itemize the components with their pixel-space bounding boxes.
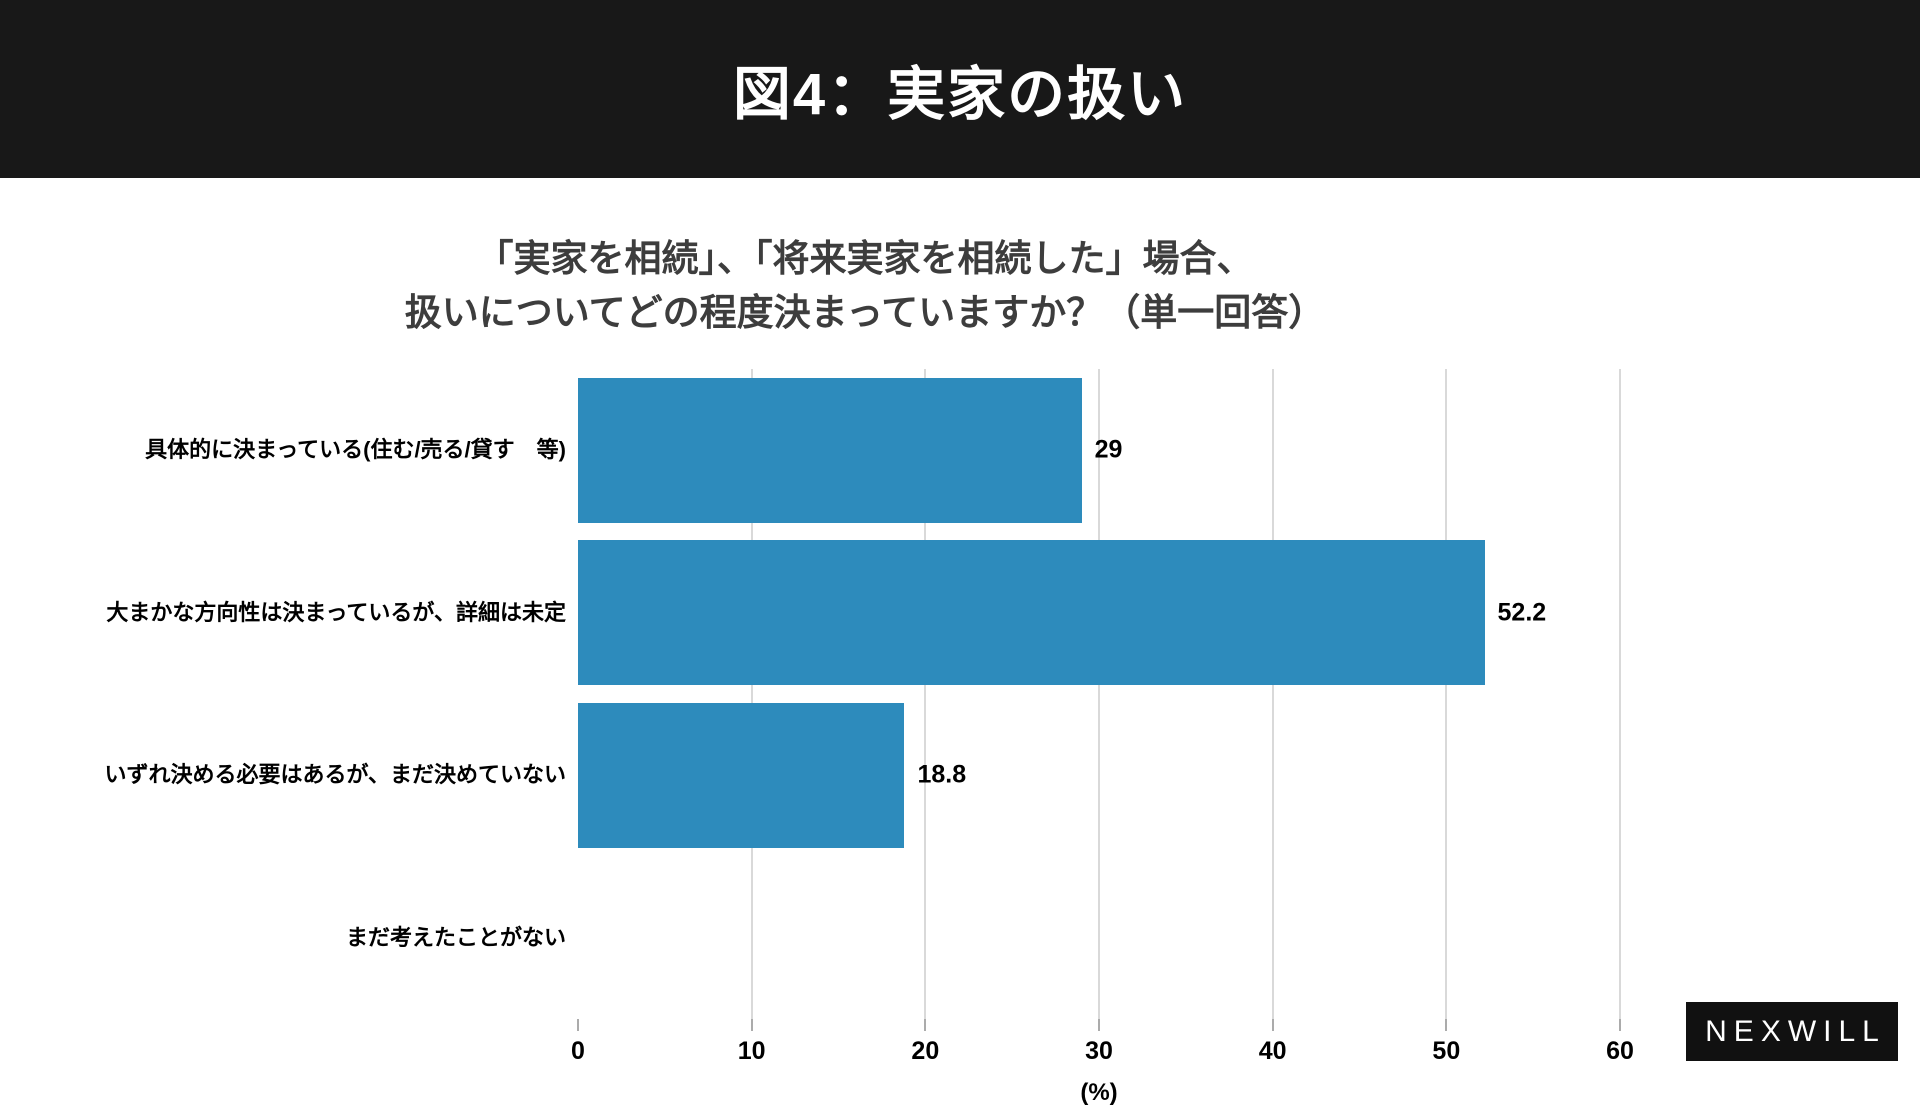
chart-question-line-2: 扱いについてどの程度決まっていますか？（単一回答） [404,292,1326,333]
nexwill-logo: NEXWILL [1686,1002,1898,1061]
gridline-10 [750,369,753,1019]
tick-label-20: 20 [911,1037,940,1065]
tick-label-40: 40 [1258,1037,1287,1065]
category-label: 大まかな方向性は決まっているが、詳細は未定 [106,599,566,625]
gridline-60 [1619,369,1621,1019]
tick-mark-20 [924,1019,927,1031]
category-label: まだ考えたことがない [345,924,566,950]
value-label: 18.8 [917,760,967,789]
figure-title: 図4：実家の扱い [732,62,1188,127]
tick-mark-10 [750,1019,753,1031]
chart-question: 「実家を相続」、「将来実家を相続した」場合、 扱いについてどの程度決まっています… [0,232,1730,340]
gridline-50 [1445,369,1448,1019]
category-label: いずれ決める必要はあるが、まだ決めていない [104,762,566,788]
value-label: 52.2 [1497,598,1547,627]
tick-label-0: 0 [571,1037,585,1065]
gridline-40 [1271,369,1274,1019]
tick-mark-0 [577,1019,579,1031]
chart-question-line-1: 「実家を相続」、「将来実家を相続した」場合、 [476,238,1254,279]
bar [578,540,1485,686]
header-bar: 図4：実家の扱い [0,0,1920,178]
category-label: 具体的に決まっている(住む/売る/貸す 等) [145,437,566,463]
bar-chart: 0 10 20 30 40 50 60 具体的に決まっている(住む/売る/貸す 等) 29 大まか… [104,369,1634,1106]
tick-label-10: 10 [737,1037,766,1065]
gridline-20 [924,369,927,1019]
tick-mark-30 [1098,1019,1100,1031]
tick-mark-60 [1619,1019,1621,1031]
tick-label-60: 60 [1606,1037,1634,1065]
tick-mark-50 [1445,1019,1448,1031]
tick-label-30: 30 [1085,1037,1113,1065]
bar [578,377,1082,523]
bar [578,702,905,848]
value-label: 29 [1094,435,1123,464]
nexwill-logo-text: NEXWILL [1705,1014,1886,1048]
tick-label-50: 50 [1432,1037,1461,1065]
gridline-30 [1098,369,1100,1019]
x-axis-unit-label: (%) [1080,1079,1118,1106]
tick-mark-40 [1271,1019,1274,1031]
